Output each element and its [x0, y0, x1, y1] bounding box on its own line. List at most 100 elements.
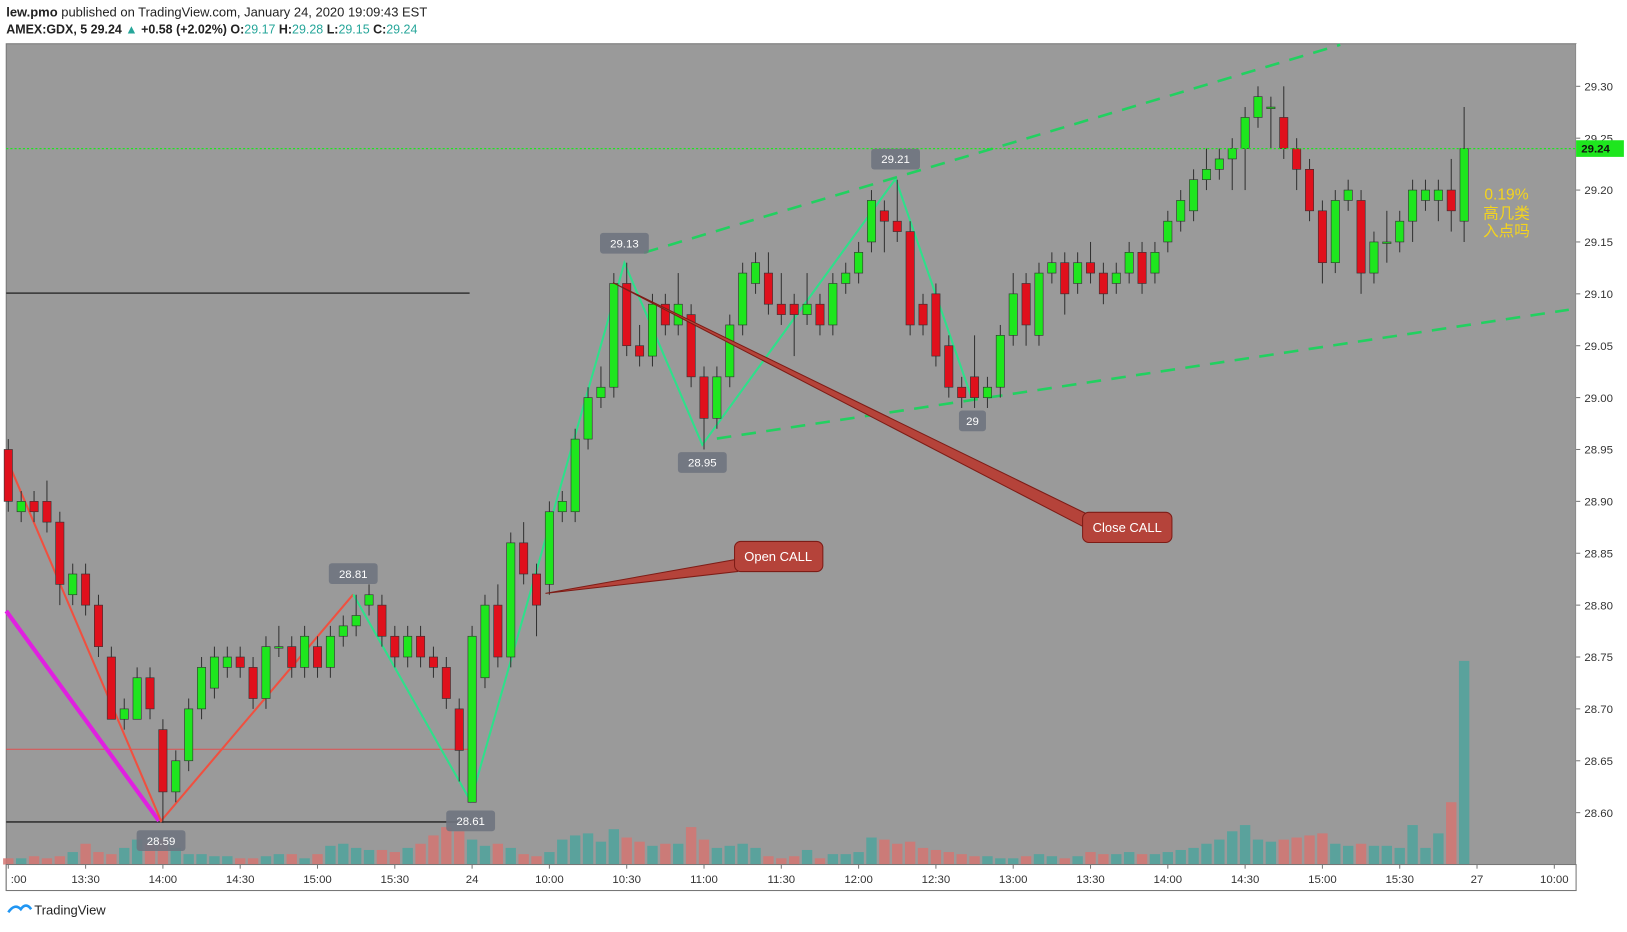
volume-bar	[1394, 847, 1405, 865]
x-tick-label: 12:30	[922, 874, 951, 886]
volume-bar	[698, 839, 710, 865]
candle-body	[583, 397, 593, 440]
volume-bar	[479, 845, 491, 865]
candle-body	[635, 345, 645, 357]
volume-bar	[441, 827, 452, 865]
candle-body	[1176, 200, 1186, 222]
volume-bar	[724, 845, 735, 865]
candle-body	[867, 200, 876, 243]
axes: 29.3029.2529.2029.1529.1029.0529.0028.95…	[7, 81, 1624, 886]
callout-text: Close CALL	[1093, 520, 1162, 535]
volume-bar	[312, 854, 323, 865]
current-price-label: 29.24	[1581, 144, 1610, 156]
y-tick-label: 29.30	[1584, 81, 1613, 93]
volume-bar	[1201, 843, 1212, 865]
pivot-label: 28.95	[688, 458, 717, 470]
volume-bar	[1407, 825, 1418, 865]
volume-bar	[634, 841, 645, 865]
candle-body	[789, 303, 799, 315]
candle-body	[1305, 169, 1314, 212]
y-tick-label: 28.85	[1584, 548, 1613, 560]
volume-bar	[183, 854, 194, 865]
volume-bar	[273, 854, 285, 865]
candle-body	[313, 646, 322, 668]
zigzag	[352, 176, 974, 804]
volume-bar	[80, 843, 91, 865]
x-tick-label: 10:00	[535, 874, 564, 886]
volume-bar	[222, 856, 233, 865]
pivot-label: 28.59	[147, 836, 176, 848]
o-value: 29.17	[244, 22, 275, 36]
candle-body	[1073, 262, 1083, 284]
candle-body	[699, 376, 709, 419]
candle-body	[81, 573, 91, 606]
volume-bar	[54, 856, 66, 865]
y-tick-label: 28.60	[1584, 808, 1613, 820]
candle-body	[287, 646, 297, 668]
volume-bar	[1149, 854, 1161, 865]
candle-body	[570, 438, 580, 513]
x-tick-label: 10:00	[1540, 874, 1569, 886]
candle-body	[3, 449, 13, 502]
y-tick-label: 29.10	[1584, 289, 1613, 301]
candle-body	[1214, 158, 1224, 170]
volume-bar	[647, 845, 658, 865]
candle-body	[1369, 241, 1379, 274]
candle-body	[1060, 262, 1070, 295]
volume-bar	[1020, 856, 1032, 865]
volume-bar	[1214, 839, 1225, 865]
plot-area	[5, 43, 1577, 892]
volume-bar	[595, 841, 607, 865]
candle-body	[1356, 200, 1366, 274]
volume-bar	[106, 854, 117, 865]
volume-bar	[1381, 845, 1393, 865]
candle-body	[815, 303, 825, 326]
volume-bar	[1446, 802, 1457, 865]
x-tick-label: 15:30	[381, 874, 410, 886]
volume-bar	[1072, 856, 1083, 865]
candle-body	[1124, 252, 1134, 274]
price-axis	[1576, 43, 1627, 891]
candle-body	[841, 272, 851, 284]
candle-body	[338, 625, 348, 637]
candle-body	[428, 656, 438, 668]
volume-bar	[170, 847, 181, 865]
x-tick-label: 14:00	[1154, 874, 1183, 886]
volume-bar	[1188, 847, 1199, 865]
pivot-box	[958, 410, 986, 432]
candle-body	[1189, 179, 1199, 212]
candle-body	[1253, 96, 1263, 118]
candle-body	[106, 656, 116, 720]
y-tick-label: 29.00	[1584, 393, 1613, 405]
x-tick-label: 12:00	[844, 874, 873, 886]
volume-bar	[492, 843, 504, 865]
candle-body	[519, 542, 529, 575]
volume-bar	[1252, 839, 1264, 865]
x-tick-label: 13:30	[1076, 874, 1105, 886]
candle-body	[480, 604, 490, 679]
candle-body	[1408, 189, 1418, 222]
pivot-box	[677, 452, 727, 473]
change: +0.58 (+2.02%)	[141, 22, 227, 36]
x-tick-label: 13:30	[71, 874, 100, 886]
volume-bar	[15, 858, 27, 865]
candle-body	[454, 708, 464, 751]
candle-body	[390, 635, 400, 658]
y-tick-label: 29.05	[1584, 341, 1613, 353]
volume-bar	[673, 843, 684, 865]
last-price: 29.24	[91, 22, 122, 36]
candle-body	[119, 708, 129, 720]
volume-bar	[531, 856, 542, 865]
candle-body	[982, 386, 992, 398]
volume-bar	[943, 852, 954, 865]
pivot-label: 28.81	[339, 569, 368, 581]
candle-body	[1446, 189, 1456, 212]
candle-body	[879, 210, 889, 222]
candle-body	[1150, 252, 1160, 274]
candle-body	[1163, 220, 1173, 243]
volume-bar	[235, 858, 246, 865]
volume-bar	[466, 839, 478, 865]
volume-bar	[1342, 845, 1354, 865]
volume-bar	[1330, 843, 1341, 865]
candle-body	[660, 303, 670, 326]
